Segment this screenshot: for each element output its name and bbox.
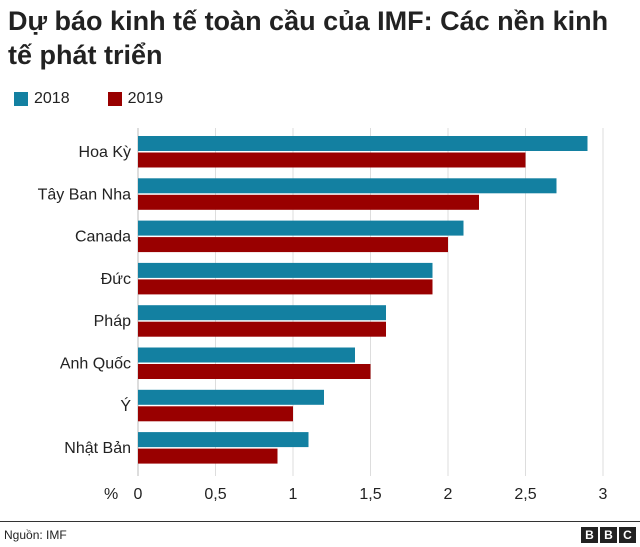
bar-2019 (138, 237, 448, 253)
legend-item-2018: 2018 (14, 90, 70, 108)
bar-2019 (138, 448, 278, 464)
bar-2019 (138, 406, 293, 422)
legend-swatch-2019 (107, 92, 122, 106)
category-label: Ý (120, 396, 131, 415)
legend-swatch-2018 (14, 92, 28, 106)
bar-2019 (138, 194, 479, 210)
x-tick-label: 0,5 (204, 486, 226, 503)
bar-2018 (138, 305, 386, 321)
x-tick-label: 3 (599, 486, 608, 503)
category-label: Tây Ban Nha (38, 186, 131, 203)
bbc-logo-letter: C (619, 527, 636, 543)
x-tick-label: 0 (134, 486, 143, 503)
bar-2018 (138, 136, 588, 151)
category-label: Nhật Bản (64, 440, 131, 457)
bar-2019 (138, 364, 371, 379)
bar-2018 (138, 262, 433, 278)
bar-2018 (138, 432, 309, 448)
x-tick-label: 1,5 (359, 486, 381, 503)
legend: 2018 2019 (14, 89, 201, 109)
legend-label-2019: 2019 (127, 90, 164, 107)
x-tick-label: 1 (289, 486, 298, 503)
x-tick-label: 2 (444, 486, 453, 503)
category-label: Hoa Kỳ (79, 144, 131, 161)
category-label: Canada (75, 229, 131, 246)
category-label: Đức (101, 271, 131, 288)
footer-divider (0, 521, 640, 522)
bar-2019 (138, 279, 433, 295)
bar-2018 (138, 220, 464, 236)
bar-2019 (138, 321, 386, 337)
bar-2018 (138, 389, 324, 405)
category-label: Pháp (94, 313, 131, 330)
source-note: Nguồn: IMF (4, 528, 67, 542)
bbc-logo-letter: B (600, 527, 617, 543)
bbc-logo-letter: B (581, 527, 598, 543)
x-tick-label: 2,5 (514, 486, 536, 503)
legend-label-2018: 2018 (34, 90, 70, 107)
bar-2018 (138, 347, 355, 363)
legend-item-2019: 2019 (107, 90, 164, 108)
chart-title: Dự báo kinh tế toàn cầu của IMF: Các nền… (8, 6, 609, 70)
category-label: Anh Quốc (60, 356, 131, 373)
bar-2018 (138, 178, 557, 194)
x-unit-label: % (104, 486, 118, 503)
bar-2019 (138, 152, 526, 168)
bbc-logo: B B C (581, 527, 636, 543)
